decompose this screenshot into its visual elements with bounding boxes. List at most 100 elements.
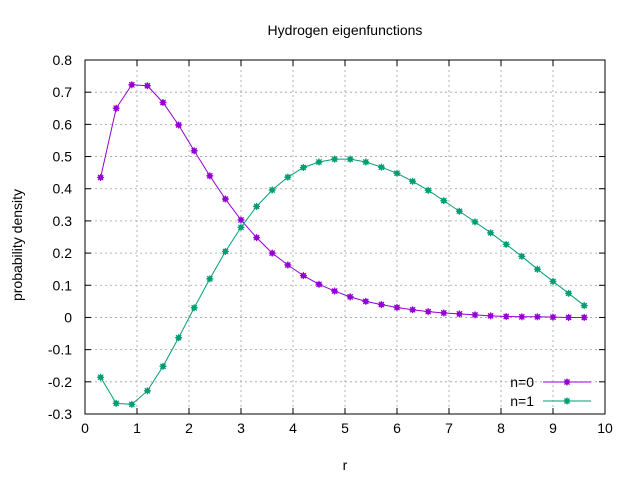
y-tick-label: 0.1 — [53, 277, 73, 293]
series — [97, 81, 588, 408]
grid — [85, 60, 605, 414]
data-point — [518, 252, 526, 260]
x-tick-label: 10 — [597, 420, 613, 436]
x-tick-label: 1 — [133, 420, 141, 436]
x-tick-label: 8 — [497, 420, 505, 436]
data-point — [112, 399, 120, 407]
data-point — [221, 247, 229, 255]
data-point — [159, 98, 167, 106]
data-point — [377, 163, 385, 171]
data-point — [518, 313, 526, 321]
y-tick-label: -0.1 — [48, 342, 72, 358]
x-tick-label: 6 — [393, 420, 401, 436]
data-point — [221, 195, 229, 203]
x-tick-label: 9 — [549, 420, 557, 436]
series-n=0 — [97, 81, 588, 321]
series-line — [100, 84, 585, 318]
data-point — [299, 163, 307, 171]
data-point — [299, 272, 307, 280]
data-point — [253, 202, 261, 210]
y-tick-label: 0.4 — [53, 181, 73, 197]
data-point — [190, 147, 198, 155]
legend-entry: n=1 — [510, 393, 591, 409]
data-point — [424, 186, 432, 194]
data-point — [331, 287, 339, 295]
data-point — [393, 169, 401, 177]
data-point — [440, 197, 448, 205]
data-point — [502, 240, 510, 248]
data-point — [549, 277, 557, 285]
data-point — [143, 387, 151, 395]
ticks: 0 1 2 3 4 5 6 7 8 9 10 -0.3 -0.2 -0.1 0 0.1 0.2 0.3 0.4 0.5… — [48, 52, 613, 436]
data-point — [393, 303, 401, 311]
data-point — [440, 309, 448, 317]
data-point — [362, 158, 370, 166]
data-point — [128, 400, 136, 408]
data-point — [455, 207, 463, 215]
data-point — [331, 155, 339, 163]
y-tick-label: 0.2 — [53, 245, 73, 261]
data-point — [533, 313, 541, 321]
x-tick-label: 5 — [341, 420, 349, 436]
data-point — [97, 373, 105, 381]
y-tick-label: 0.3 — [53, 213, 73, 229]
data-point — [315, 158, 323, 166]
series-line — [100, 158, 585, 405]
x-tick-label: 7 — [445, 420, 453, 436]
data-point — [143, 82, 151, 90]
data-point — [455, 310, 463, 318]
legend-marker — [563, 378, 571, 386]
data-point — [424, 308, 432, 316]
x-tick-label: 2 — [185, 420, 193, 436]
y-tick-label: 0.8 — [53, 52, 73, 68]
data-point — [159, 362, 167, 370]
x-axis-label: r — [343, 457, 348, 473]
y-tick-label: 0 — [64, 309, 72, 325]
data-point — [580, 302, 588, 310]
chart-title: Hydrogen eigenfunctions — [268, 22, 423, 38]
data-point — [97, 173, 105, 181]
data-point — [409, 177, 417, 185]
data-point — [346, 155, 354, 163]
legend-entry: n=0 — [510, 374, 591, 390]
series-n=1 — [97, 155, 588, 408]
y-axis-label: probability density — [9, 189, 25, 301]
data-point — [362, 297, 370, 305]
data-point — [190, 304, 198, 312]
data-point — [112, 104, 120, 112]
data-point — [377, 301, 385, 309]
y-tick-label: -0.2 — [48, 374, 72, 390]
data-point — [487, 229, 495, 237]
data-point — [284, 261, 292, 269]
data-point — [128, 81, 136, 89]
data-point — [487, 312, 495, 320]
data-point — [502, 312, 510, 320]
data-point — [268, 249, 276, 257]
data-point — [315, 280, 323, 288]
x-tick-label: 0 — [81, 420, 89, 436]
data-point — [237, 216, 245, 224]
data-point — [237, 223, 245, 231]
legend-marker — [563, 397, 571, 405]
y-tick-label: 0.7 — [53, 84, 73, 100]
data-point — [471, 311, 479, 319]
data-point — [346, 293, 354, 301]
x-tick-label: 4 — [289, 420, 297, 436]
legend: n=0n=1 — [510, 374, 591, 409]
data-point — [206, 275, 214, 283]
data-point — [580, 313, 588, 321]
data-point — [175, 121, 183, 129]
data-point — [533, 265, 541, 273]
data-point — [471, 218, 479, 226]
data-point — [253, 234, 261, 242]
data-point — [565, 289, 573, 297]
y-tick-label: -0.3 — [48, 406, 72, 422]
legend-label: n=1 — [510, 393, 534, 409]
y-tick-label: 0.5 — [53, 149, 73, 165]
data-point — [206, 172, 214, 180]
data-point — [175, 334, 183, 342]
y-tick-label: 0.6 — [53, 116, 73, 132]
data-point — [549, 313, 557, 321]
data-point — [268, 186, 276, 194]
